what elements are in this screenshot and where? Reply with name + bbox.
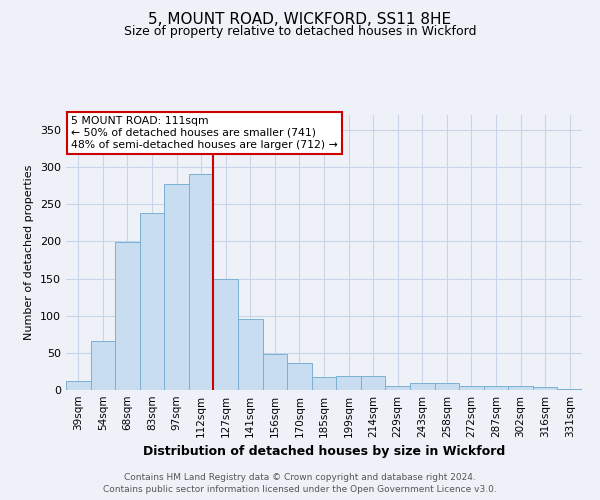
Y-axis label: Number of detached properties: Number of detached properties (25, 165, 34, 340)
Bar (410, 384, 434, 390)
Bar (164, 184, 189, 390)
Text: Contains HM Land Registry data © Crown copyright and database right 2024.: Contains HM Land Registry data © Crown c… (124, 473, 476, 482)
Text: Contains public sector information licensed under the Open Government Licence v3: Contains public sector information licen… (103, 484, 497, 494)
Bar (115, 242, 140, 390)
Bar (533, 387, 557, 390)
X-axis label: Distribution of detached houses by size in Wickford: Distribution of detached houses by size … (143, 446, 505, 458)
Bar (189, 174, 214, 390)
Bar (263, 354, 287, 390)
Bar (336, 376, 361, 390)
Bar (508, 386, 533, 390)
Bar (238, 320, 263, 390)
Bar (459, 386, 484, 390)
Bar (287, 363, 312, 390)
Bar (385, 386, 410, 390)
Bar (434, 384, 459, 390)
Bar (66, 381, 91, 390)
Text: Size of property relative to detached houses in Wickford: Size of property relative to detached ho… (124, 25, 476, 38)
Bar (140, 213, 164, 390)
Text: 5 MOUNT ROAD: 111sqm
← 50% of detached houses are smaller (741)
48% of semi-deta: 5 MOUNT ROAD: 111sqm ← 50% of detached h… (71, 116, 338, 150)
Text: 5, MOUNT ROAD, WICKFORD, SS11 8HE: 5, MOUNT ROAD, WICKFORD, SS11 8HE (148, 12, 452, 28)
Bar (312, 376, 336, 390)
Bar (91, 341, 115, 390)
Bar (484, 386, 508, 390)
Bar (557, 388, 582, 390)
Bar (214, 278, 238, 390)
Bar (361, 376, 385, 390)
